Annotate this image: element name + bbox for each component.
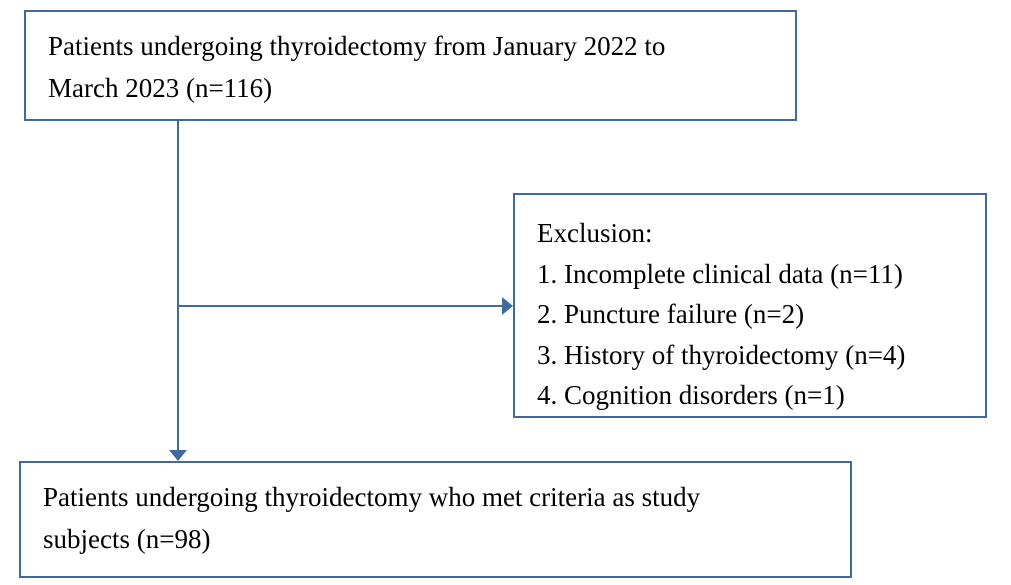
flowchart-stage: Patients undergoing thyroidectomy from J… (0, 0, 1011, 585)
exclusion-item-3: 3. History of thyroidectomy (n=4) (537, 335, 967, 376)
exclusion-box: Exclusion: 1. Incomplete clinical data (… (513, 193, 987, 418)
exclusion-title: Exclusion: (537, 213, 967, 254)
enrollment-text: Patients undergoing thyroidectomy from J… (26, 12, 795, 124)
final-box: Patients undergoing thyroidectomy who me… (19, 461, 852, 578)
exclusion-item-1: 1. Incomplete clinical data (n=11) (537, 254, 967, 295)
final-text: Patients undergoing thyroidectomy who me… (21, 463, 850, 575)
exclusion-item-4: 4. Cognition disorders (n=1) (537, 375, 967, 416)
enrollment-box: Patients undergoing thyroidectomy from J… (24, 10, 797, 121)
exclusion-item-2: 2. Puncture failure (n=2) (537, 294, 967, 335)
exclusion-content: Exclusion: 1. Incomplete clinical data (… (515, 195, 985, 434)
